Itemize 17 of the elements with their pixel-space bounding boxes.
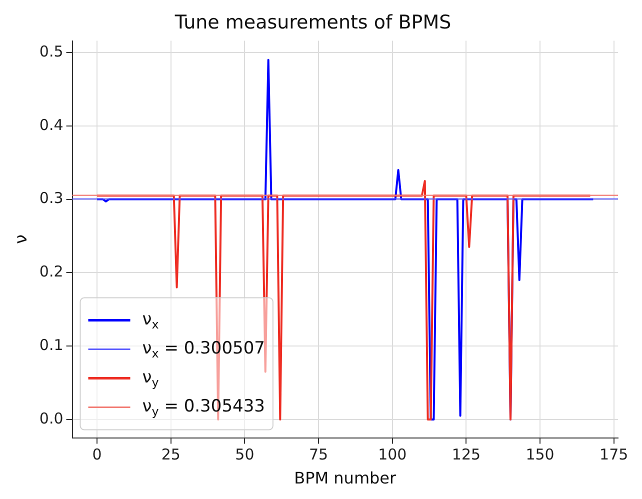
y-tick-label: 0.1	[39, 336, 64, 354]
x-tick-label: 150	[526, 446, 554, 464]
x-axis-title: BPM number	[294, 468, 397, 488]
x-tick-label: 50	[235, 446, 254, 464]
y-axis-title: ν	[12, 234, 32, 244]
x-tick-label: 125	[452, 446, 481, 464]
y-tick-label: 0.0	[39, 409, 64, 428]
y-tick-label: 0.5	[39, 42, 64, 60]
y-tick-label: 0.2	[39, 262, 64, 281]
x-tick-label: 75	[309, 446, 328, 464]
x-tick-label: 25	[161, 446, 180, 464]
chart-title: Tune measurements of BPMS	[174, 11, 452, 34]
y-tick-label: 0.4	[39, 116, 64, 134]
x-tick-label: 175	[600, 446, 628, 464]
x-tick-label: 0	[92, 446, 102, 464]
y-tick-label: 0.3	[39, 189, 64, 208]
x-tick-label: 100	[378, 446, 407, 464]
